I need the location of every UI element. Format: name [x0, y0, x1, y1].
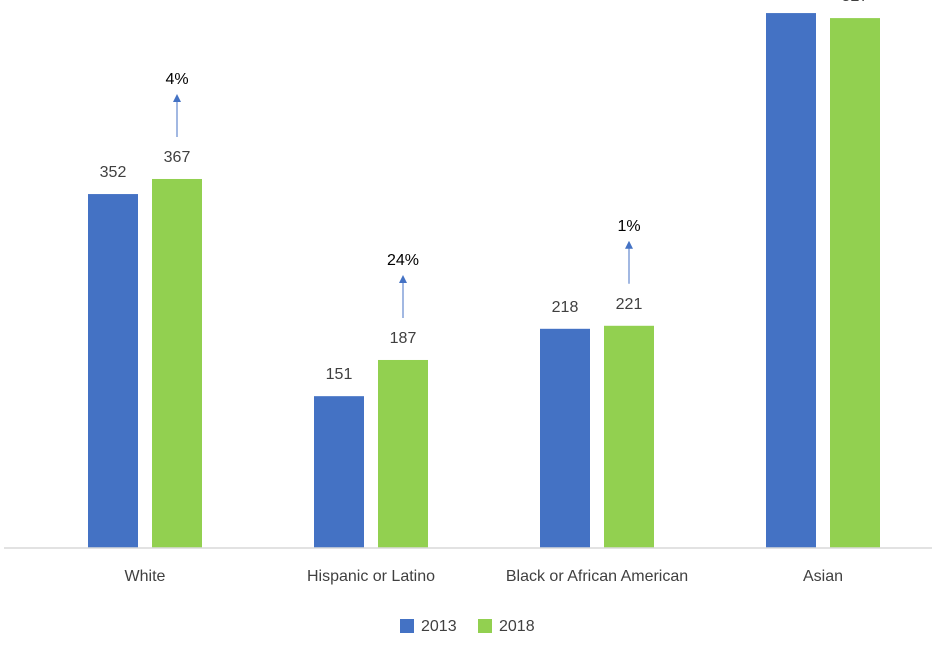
- data-label-2013-1: 151: [326, 366, 353, 383]
- bar-2013-1: [314, 396, 364, 548]
- data-label-2018-0: 367: [164, 149, 191, 166]
- data-label-2018-2: 221: [616, 296, 643, 313]
- data-label-2018-1: 187: [390, 330, 417, 347]
- category-label-2: Black or African American: [506, 568, 688, 585]
- category-label-1: Hispanic or Latino: [307, 568, 435, 585]
- bar-2018-3: [830, 18, 880, 548]
- category-label-0: White: [125, 568, 166, 585]
- bar-2018-2: [604, 326, 654, 548]
- legend-swatch-2013: [400, 619, 414, 633]
- data-label-2018-3: 527: [842, 0, 869, 5]
- data-label-2013-2: 218: [552, 299, 579, 316]
- data-label-2013-0: 352: [100, 164, 127, 181]
- bar-2013-3: [766, 13, 816, 548]
- bar-2013-2: [540, 329, 590, 548]
- legend-label-2018: 2018: [499, 618, 535, 635]
- legend-swatch-2018: [478, 619, 492, 633]
- bar-2018-0: [152, 179, 202, 548]
- change-label-2: 1%: [617, 218, 640, 235]
- bar-2013-0: [88, 194, 138, 548]
- bar-2018-1: [378, 360, 428, 548]
- legend-label-2013: 2013: [421, 618, 457, 635]
- category-label-3: Asian: [803, 568, 843, 585]
- change-label-0: 4%: [165, 71, 188, 88]
- change-label-1: 24%: [387, 252, 419, 269]
